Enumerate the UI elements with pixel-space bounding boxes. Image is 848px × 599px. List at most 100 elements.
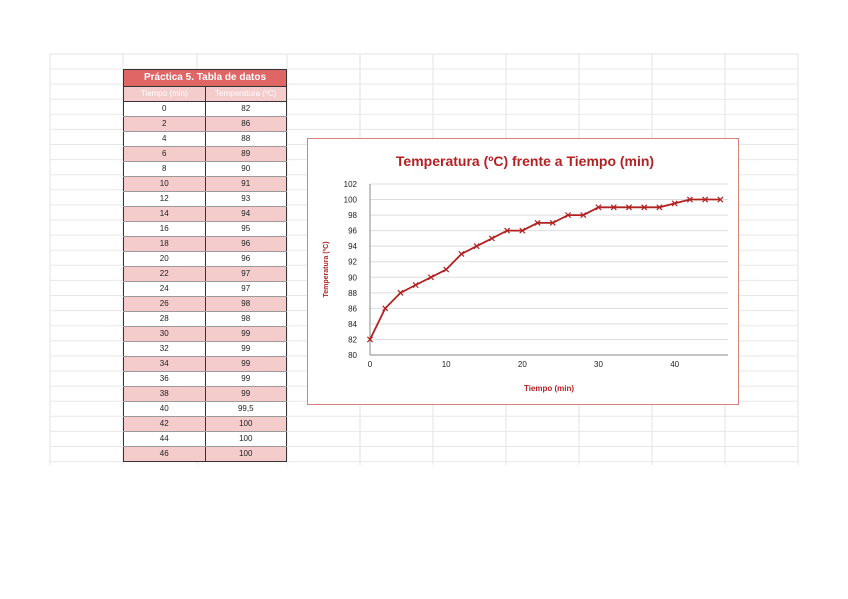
table-row: 32 99	[123, 341, 287, 357]
cell-temperatura: 97	[204, 266, 287, 282]
y-tick-label: 88	[348, 289, 357, 298]
cell-temperatura: 96	[204, 236, 287, 252]
table-row: 0 82	[123, 101, 287, 117]
table-row: 6 89	[123, 146, 287, 162]
cell-tiempo: 46	[123, 446, 206, 462]
table-row: 18 96	[123, 236, 287, 252]
cell-tiempo: 36	[123, 371, 206, 387]
cell-tiempo: 14	[123, 206, 206, 222]
cell-tiempo: 34	[123, 356, 206, 372]
cell-tiempo: 28	[123, 311, 206, 327]
cell-tiempo: 44	[123, 431, 206, 447]
table-row: 40 99,5	[123, 401, 287, 417]
cell-tiempo: 6	[123, 146, 206, 162]
cell-tiempo: 42	[123, 416, 206, 432]
cell-temperatura: 99	[204, 341, 287, 357]
cell-temperatura: 91	[204, 176, 287, 192]
table-row: 4 88	[123, 131, 287, 147]
series-line	[369, 198, 721, 340]
table-title: Práctica 5. Tabla de datos	[123, 69, 287, 87]
table-row: 20 96	[123, 251, 287, 267]
cell-temperatura: 98	[204, 296, 287, 312]
cell-tiempo: 32	[123, 341, 206, 357]
y-tick-label: 96	[348, 227, 357, 236]
cell-tiempo: 20	[123, 251, 206, 267]
data-point	[488, 235, 495, 242]
cell-tiempo: 8	[123, 161, 206, 177]
table-row: 8 90	[123, 161, 287, 177]
y-tick-label: 100	[344, 196, 358, 205]
table-row: 36 99	[123, 371, 287, 387]
cell-temperatura: 99	[204, 326, 287, 342]
table-row: 16 95	[123, 221, 287, 237]
y-tick-label: 98	[348, 211, 357, 220]
cell-temperatura: 97	[204, 281, 287, 297]
table-row: 38 99	[123, 386, 287, 402]
cell-temperatura: 94	[204, 206, 287, 222]
y-tick-label: 92	[348, 258, 357, 267]
data-point	[580, 212, 587, 219]
cell-temperatura: 100	[204, 446, 287, 462]
table-row: 34 99	[123, 356, 287, 372]
cell-temperatura: 99	[204, 371, 287, 387]
table-row: 10 91	[123, 176, 287, 192]
data-point	[534, 219, 541, 226]
cell-tiempo: 0	[123, 101, 206, 117]
table-row: 14 94	[123, 206, 287, 222]
table-row: 2 86	[123, 116, 287, 132]
cell-tiempo: 22	[123, 266, 206, 282]
cell-temperatura: 95	[204, 221, 287, 237]
cell-temperatura: 88	[204, 131, 287, 147]
y-tick-label: 82	[348, 335, 357, 344]
data-point	[443, 266, 450, 273]
cell-temperatura: 89	[204, 146, 287, 162]
table-row: 22 97	[123, 266, 287, 282]
y-tick-label: 86	[348, 304, 357, 313]
data-point	[427, 274, 434, 281]
data-point	[702, 196, 709, 203]
data-point	[610, 204, 617, 211]
data-point	[397, 289, 404, 296]
cell-tiempo: 30	[123, 326, 206, 342]
data-point	[595, 204, 602, 211]
data-point	[473, 243, 480, 250]
cell-temperatura: 90	[204, 161, 287, 177]
table-row: 30 99	[123, 326, 287, 342]
cell-tiempo: 10	[123, 176, 206, 192]
y-tick-label: 90	[348, 273, 357, 282]
cell-temperatura: 99,5	[204, 401, 287, 417]
x-tick-label: 30	[594, 360, 603, 369]
data-point	[504, 227, 511, 234]
table-row: 26 98	[123, 296, 287, 312]
chart-container[interactable]: Temperatura (ºC) frente a Tiempo (min) 80…	[307, 138, 739, 405]
data-point	[656, 204, 663, 211]
table-row: 44 100	[123, 431, 287, 447]
table-row: 46 100	[123, 446, 287, 462]
cell-tiempo: 40	[123, 401, 206, 417]
table-row: 28 98	[123, 311, 287, 327]
data-point	[686, 196, 693, 203]
cell-tiempo: 26	[123, 296, 206, 312]
cell-temperatura: 98	[204, 311, 287, 327]
data-point	[717, 196, 724, 203]
y-axis-label: Temperatura (ºC)	[323, 241, 330, 297]
x-tick-label: 0	[368, 360, 373, 369]
data-point	[625, 204, 633, 211]
data-point	[412, 282, 419, 289]
y-tick-label: 84	[348, 320, 357, 329]
y-tick-label: 80	[348, 351, 357, 360]
x-tick-label: 40	[670, 360, 679, 369]
cell-tiempo: 12	[123, 191, 206, 207]
data-point	[549, 219, 556, 226]
chart-title: Temperatura (ºC) frente a Tiempo (min)	[396, 153, 654, 169]
cell-temperatura: 96	[204, 251, 287, 267]
x-axis-label: Tiempo (min)	[524, 384, 574, 393]
cell-temperatura: 100	[204, 416, 287, 432]
header-temperatura: Temperatura (ºC)	[204, 86, 287, 102]
cell-tiempo: 4	[123, 131, 206, 147]
data-table: Práctica 5. Tabla de datos Tiempo (min) …	[123, 69, 287, 462]
x-tick-label: 10	[442, 360, 451, 369]
x-tick-label: 20	[518, 360, 527, 369]
cell-temperatura: 100	[204, 431, 287, 447]
table-row: 12 93	[123, 191, 287, 207]
